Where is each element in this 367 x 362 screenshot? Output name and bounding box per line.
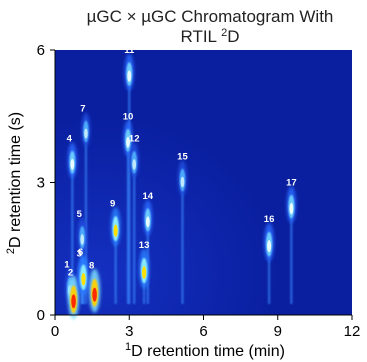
title-superscript: 2	[221, 27, 227, 39]
peak-streak	[114, 216, 117, 304]
peak-core	[142, 266, 147, 279]
peak-core	[267, 240, 272, 253]
y-tick-label: 0	[37, 307, 45, 324]
peak-label: 12	[129, 134, 140, 145]
peak-core	[126, 136, 130, 148]
y-tick-label: 3	[37, 175, 45, 192]
peak-streak	[290, 194, 293, 304]
peak-streak	[127, 62, 131, 304]
peak-streak	[84, 119, 88, 304]
peak-label: 3	[77, 248, 82, 259]
heatmap-background	[55, 50, 352, 315]
y-axis-ticks: 0 3 6	[37, 42, 55, 324]
peak-label: 9	[110, 198, 115, 209]
x-tick-label: 9	[274, 323, 282, 340]
x-axis-ticks: 0 3 6 9 12	[51, 315, 361, 340]
peak-label: 6	[78, 247, 83, 258]
heatmap-peaks	[65, 53, 297, 320]
peak-core	[81, 273, 86, 286]
peak-label: 1	[64, 260, 70, 271]
x-tick-label: 12	[344, 323, 361, 340]
peak-label: 5	[77, 209, 83, 220]
peak-label: 14	[143, 191, 154, 202]
peak-streak	[181, 168, 184, 304]
peak-label: 11	[124, 45, 135, 56]
peak-core	[127, 70, 132, 82]
peak-streak	[71, 150, 74, 304]
peak-core	[180, 176, 185, 188]
y-axis-label: 2D retention time (s)	[5, 112, 24, 254]
chart-title-line-1: µGC × µGC Chromatogram With	[87, 7, 334, 26]
peak-core	[80, 234, 85, 245]
peak-core	[71, 294, 76, 309]
peak-core	[289, 202, 294, 215]
peak-label: 8	[89, 261, 94, 272]
peak-core	[113, 224, 118, 237]
peak-label: 17	[286, 177, 297, 188]
peak-core	[145, 216, 150, 228]
peak-label: 2	[68, 267, 73, 278]
peak-streak	[132, 150, 136, 304]
x-axis-label: 1D retention time (min)	[125, 341, 285, 360]
peak-core	[70, 158, 75, 170]
peak-label: 10	[123, 111, 134, 122]
peak-label: 15	[177, 151, 188, 162]
x-tick-label: 0	[51, 323, 59, 340]
peak-label: 16	[264, 214, 275, 225]
peak-label: 4	[67, 133, 73, 144]
peak-core	[132, 159, 137, 170]
peak-label: 13	[139, 240, 150, 251]
x-tick-label: 6	[199, 323, 207, 340]
chart-title-line-2: RTIL 2D	[180, 27, 239, 46]
x-tick-label: 3	[125, 323, 133, 340]
peak-core	[84, 128, 88, 139]
peak-core	[92, 287, 97, 302]
peak-label: 7	[80, 103, 85, 114]
y-tick-label: 6	[37, 42, 45, 59]
peak-streak	[267, 232, 271, 304]
